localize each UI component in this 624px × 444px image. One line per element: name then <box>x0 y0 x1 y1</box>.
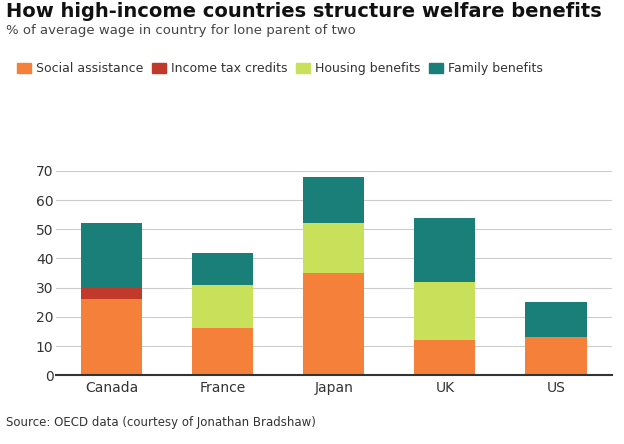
Bar <box>525 302 587 337</box>
Bar <box>81 288 142 299</box>
Bar <box>414 218 475 282</box>
Bar <box>414 282 475 340</box>
Bar <box>192 329 253 375</box>
Bar <box>192 253 253 285</box>
Bar <box>192 285 253 329</box>
Text: BBC: BBC <box>565 409 600 423</box>
Bar <box>303 223 364 273</box>
Bar <box>303 177 364 223</box>
Bar <box>303 273 364 375</box>
Text: % of average wage in country for lone parent of two: % of average wage in country for lone pa… <box>6 24 356 37</box>
Legend: Social assistance, Income tax credits, Housing benefits, Family benefits: Social assistance, Income tax credits, H… <box>12 57 548 80</box>
Bar <box>525 337 587 375</box>
Bar <box>81 223 142 288</box>
Bar <box>414 340 475 375</box>
Text: Source: OECD data (courtesy of Jonathan Bradshaw): Source: OECD data (courtesy of Jonathan … <box>6 416 316 429</box>
Bar <box>81 299 142 375</box>
Text: How high-income countries structure welfare benefits: How high-income countries structure welf… <box>6 2 602 21</box>
